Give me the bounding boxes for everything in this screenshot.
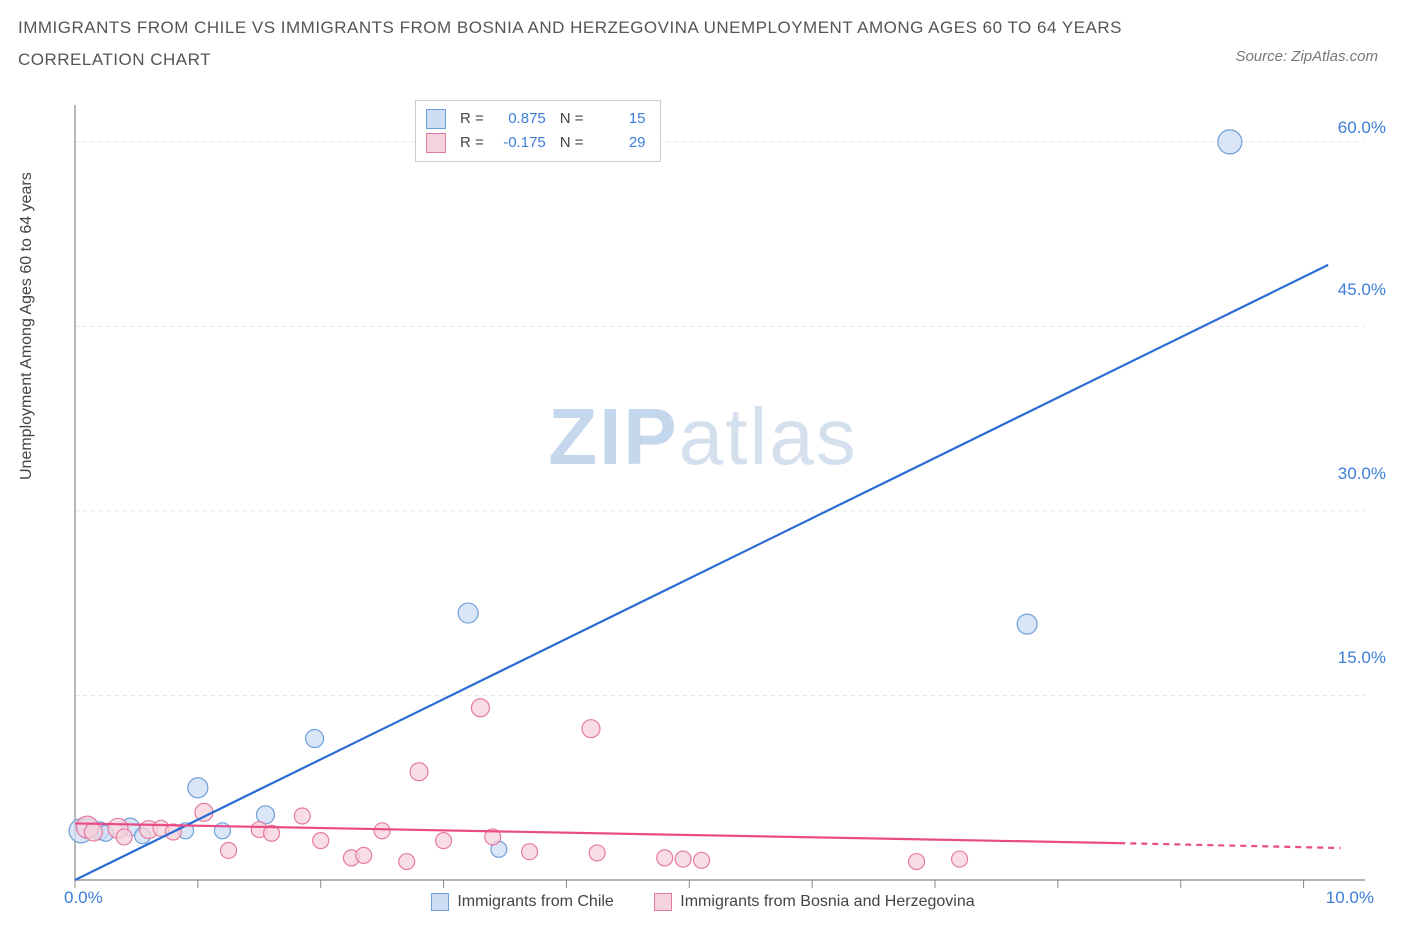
series-legend: Immigrants from Chile Immigrants from Bo… [0, 893, 1406, 916]
legend-label-chile: Immigrants from Chile [457, 893, 613, 911]
n-label: N = [560, 107, 584, 131]
y-tick-30: 30.0% [1338, 464, 1386, 484]
source-attribution: Source: ZipAtlas.com [1235, 48, 1378, 65]
correlation-legend: R = 0.875 N = 15 R = -0.175 N = 29 [415, 100, 661, 162]
y-tick-60: 60.0% [1338, 118, 1386, 138]
r-label: R = [460, 131, 484, 155]
legend-row-bosnia: R = -0.175 N = 29 [426, 131, 646, 155]
title-line-1: IMMIGRANTS FROM CHILE VS IMMIGRANTS FROM… [18, 12, 1386, 44]
title-line-2: CORRELATION CHART [18, 44, 1386, 76]
y-tick-15: 15.0% [1338, 648, 1386, 668]
r-value-bosnia: -0.175 [492, 131, 546, 155]
swatch-bosnia-icon [654, 893, 672, 911]
y-tick-45: 45.0% [1338, 280, 1386, 300]
legend-item-bosnia: Immigrants from Bosnia and Herzegovina [654, 893, 974, 911]
n-label: N = [560, 131, 584, 155]
n-value-chile: 15 [592, 107, 646, 131]
y-axis-label: Unemployment Among Ages 60 to 64 years [18, 172, 36, 480]
swatch-chile [426, 109, 446, 129]
n-value-bosnia: 29 [592, 131, 646, 155]
legend-row-chile: R = 0.875 N = 15 [426, 107, 646, 131]
title-block: IMMIGRANTS FROM CHILE VS IMMIGRANTS FROM… [18, 12, 1386, 77]
legend-item-chile: Immigrants from Chile [431, 893, 613, 911]
swatch-bosnia [426, 133, 446, 153]
swatch-chile-icon [431, 893, 449, 911]
correlation-chart [55, 90, 1385, 910]
r-label: R = [460, 107, 484, 131]
legend-label-bosnia: Immigrants from Bosnia and Herzegovina [680, 893, 974, 911]
r-value-chile: 0.875 [492, 107, 546, 131]
